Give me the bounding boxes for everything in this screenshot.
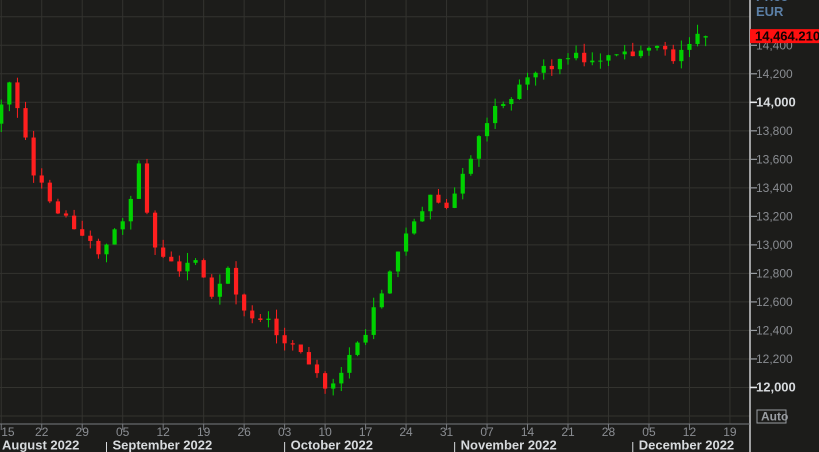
svg-text:14,200: 14,200	[756, 67, 793, 81]
svg-text:EUR: EUR	[756, 4, 784, 19]
svg-text:12,400: 12,400	[756, 323, 793, 337]
svg-text:24: 24	[399, 425, 413, 439]
svg-text:14,000: 14,000	[756, 94, 796, 109]
svg-text:26: 26	[237, 425, 251, 439]
svg-text:13,800: 13,800	[756, 124, 793, 138]
svg-text:28: 28	[602, 425, 616, 439]
svg-text:12,000: 12,000	[756, 379, 796, 394]
svg-text:13,200: 13,200	[756, 209, 793, 223]
svg-text:August 2022: August 2022	[2, 438, 79, 452]
svg-text:November 2022: November 2022	[461, 438, 557, 452]
svg-text:October 2022: October 2022	[291, 438, 373, 452]
svg-text:03: 03	[278, 425, 292, 439]
svg-text:September 2022: September 2022	[112, 438, 212, 452]
svg-text:13,400: 13,400	[756, 181, 793, 195]
svg-text:December 2022: December 2022	[639, 438, 734, 452]
svg-text:12,800: 12,800	[756, 266, 793, 280]
svg-text:Auto: Auto	[761, 410, 788, 424]
svg-text:31: 31	[440, 425, 454, 439]
svg-text:21: 21	[561, 425, 575, 439]
svg-text:13,600: 13,600	[756, 152, 793, 166]
svg-text:14,464.210: 14,464.210	[755, 29, 819, 44]
svg-text:12,200: 12,200	[756, 352, 793, 366]
svg-text:13,000: 13,000	[756, 238, 793, 252]
svg-text:12,600: 12,600	[756, 295, 793, 309]
